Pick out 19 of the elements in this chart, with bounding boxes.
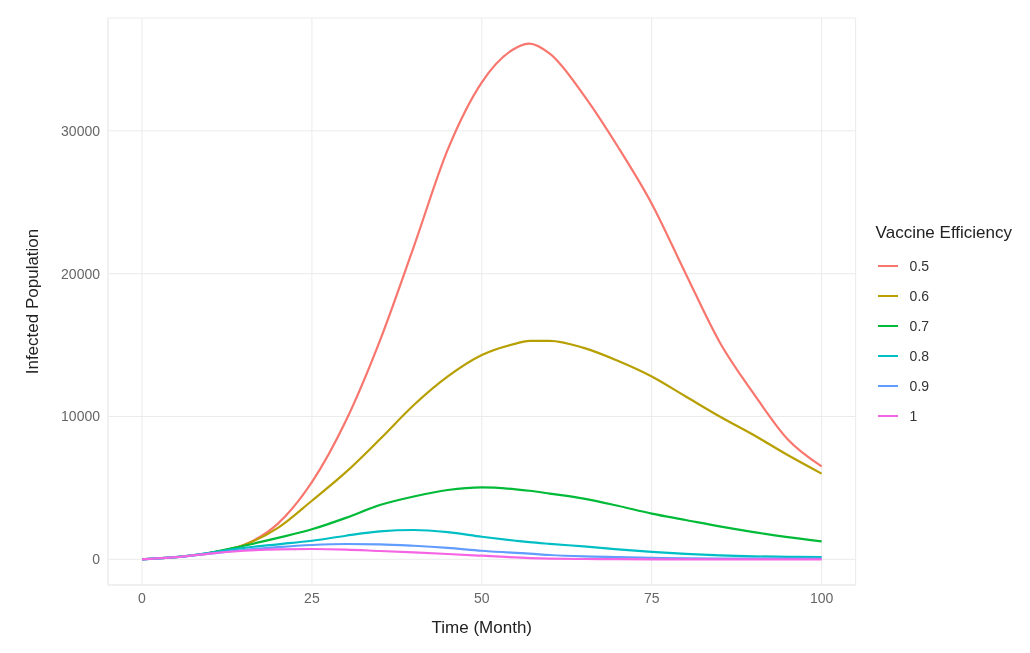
line-series (140, 547, 823, 561)
legend-title: Vaccine Efficiency (875, 222, 1012, 243)
legend-label: 0.7 (909, 317, 930, 334)
legend-label: 1 (909, 407, 918, 424)
y-tick-label: 30000 (61, 122, 101, 139)
x-tick-label: 75 (643, 589, 660, 606)
legend-label: 0.8 (909, 347, 930, 364)
x-tick-label: 0 (138, 589, 147, 606)
x-tick-label: 50 (474, 589, 490, 606)
x-tick-label: 100 (809, 589, 834, 606)
x-tick-label: 25 (304, 589, 320, 606)
x-axis-title: Time (Month) (431, 618, 533, 637)
legend-label: 0.6 (909, 287, 930, 304)
y-tick-label: 10000 (61, 408, 101, 425)
legend-label: 0.5 (909, 257, 930, 274)
y-tick-label: 0 (92, 551, 101, 568)
y-axis-title: Infected Population (23, 228, 43, 375)
legend-label: 0.9 (909, 377, 930, 394)
y-tick-label: 20000 (61, 265, 101, 282)
